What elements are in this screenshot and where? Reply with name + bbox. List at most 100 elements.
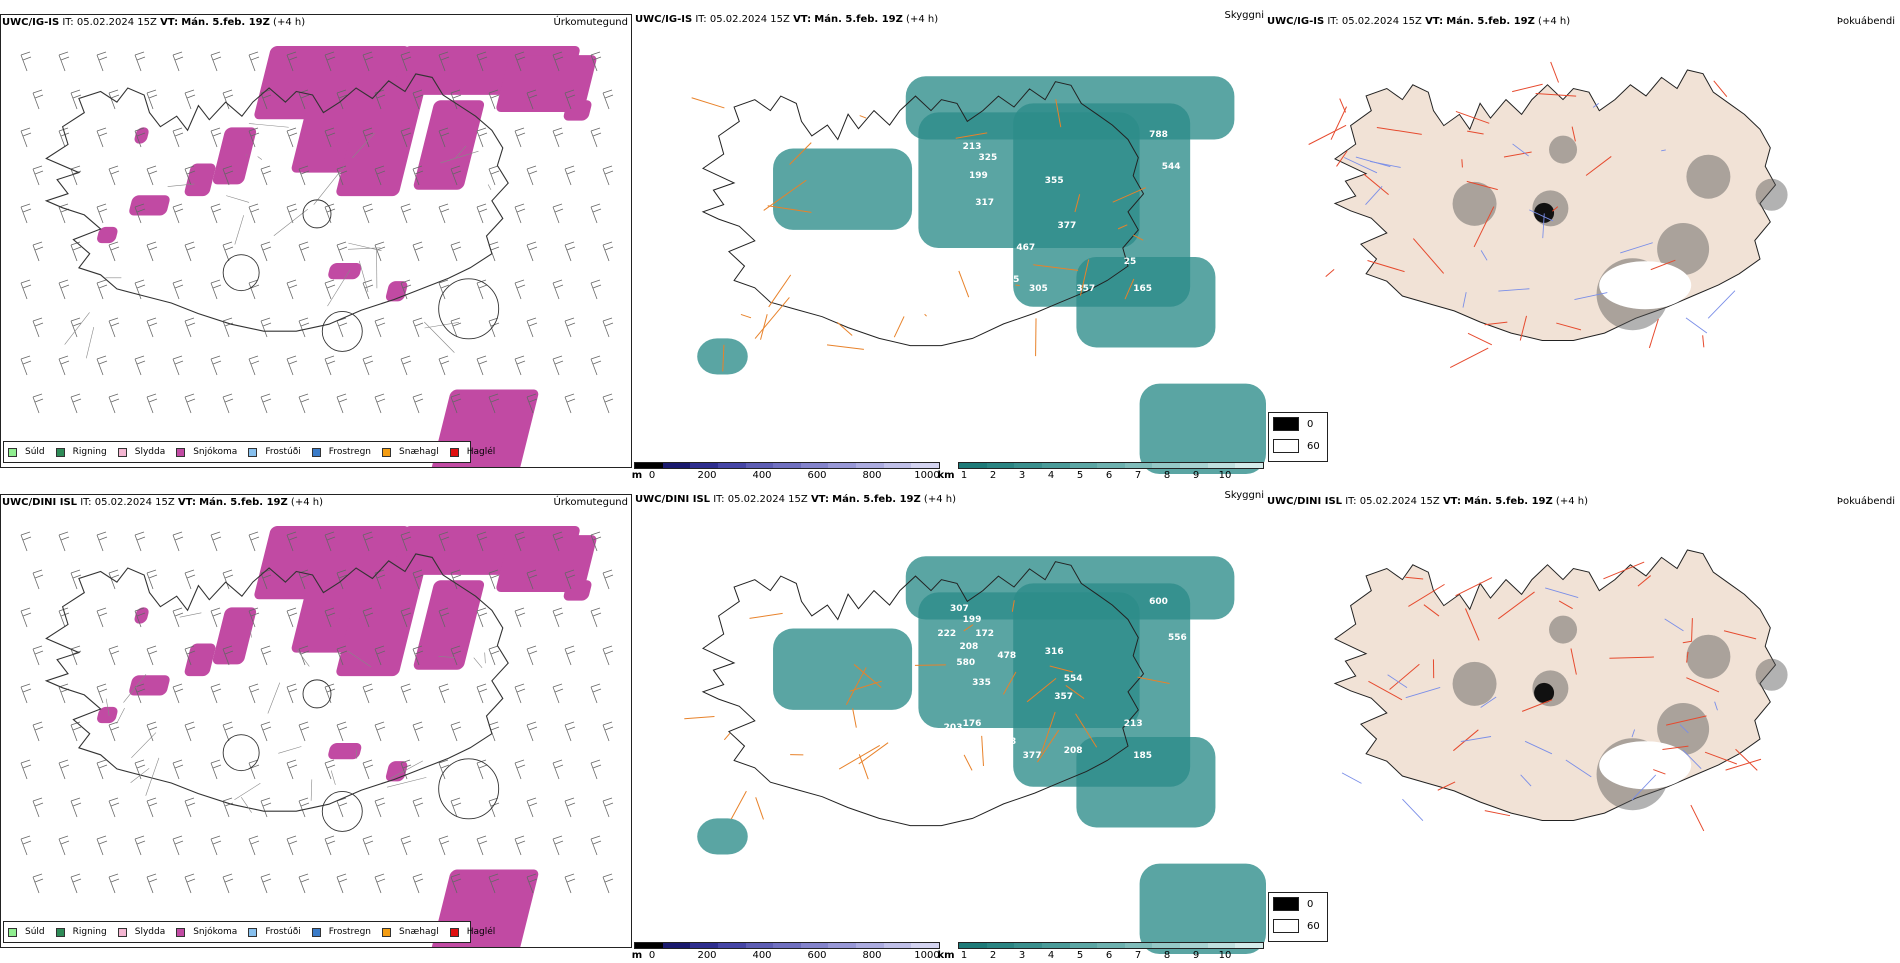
- scale-tick-label: 5: [1077, 950, 1083, 961]
- scale-swatch: [884, 943, 912, 948]
- wind-barb: [287, 280, 297, 299]
- road-line: [131, 733, 156, 758]
- wind-barb: [211, 760, 221, 779]
- visibility-value: 208: [959, 642, 978, 652]
- wind-barb: [591, 608, 601, 627]
- legend-label: Snæhagl: [399, 447, 439, 457]
- fog-legend-label: 60: [1307, 441, 1320, 452]
- legend-label: Súld: [25, 927, 45, 937]
- road-line: [235, 215, 244, 244]
- wind-barb: [97, 204, 107, 223]
- wind-barb: [211, 52, 221, 71]
- vt-label: VT:: [160, 17, 178, 28]
- fog-area: [1076, 257, 1215, 347]
- wind-barb: [97, 532, 107, 551]
- wind-barb: [173, 356, 183, 375]
- river-line: [1708, 291, 1735, 319]
- wind-barb: [451, 242, 461, 261]
- fog-shade: [1549, 616, 1577, 644]
- fog-map: [1266, 14, 1898, 466]
- wind-barb: [33, 318, 43, 337]
- scale-tick-label: 10: [1219, 950, 1232, 961]
- road-line: [964, 755, 972, 770]
- panel-header: UWC/DINI ISL IT: 05.02.2024 15Z VT: Mán.…: [1267, 496, 1588, 507]
- wind-barb: [337, 394, 347, 413]
- it-value: 05.02.2024 15Z: [95, 497, 175, 508]
- wind-barb: [147, 722, 157, 741]
- road-line: [425, 322, 459, 328]
- wind-barb: [71, 874, 81, 893]
- wind-barb: [147, 90, 157, 109]
- wind-barb: [603, 874, 613, 893]
- visibility-value: 176: [963, 719, 982, 729]
- scale-swatch: [884, 463, 912, 468]
- legend-label: Haglél: [467, 447, 496, 457]
- wind-barb: [439, 836, 449, 855]
- wind-barb: [413, 394, 423, 413]
- scale-swatch: [690, 943, 718, 948]
- legend-swatch: [118, 448, 127, 457]
- wind-barb: [553, 608, 563, 627]
- wind-barb: [375, 874, 385, 893]
- wind-barb: [135, 52, 145, 71]
- wind-barb: [249, 52, 259, 71]
- scale-tick-label: 1000: [914, 470, 939, 481]
- scale-swatch: [1235, 463, 1263, 468]
- scale-swatch: [987, 463, 1015, 468]
- wind-barb: [223, 394, 233, 413]
- snow-area: [183, 644, 216, 677]
- wind-barb: [21, 280, 31, 299]
- legend-item: Snæhagl: [382, 447, 439, 457]
- height-scale-bar: [634, 942, 940, 949]
- road-line: [769, 275, 791, 307]
- road-line: [359, 261, 368, 292]
- fog-map: [1266, 494, 1898, 946]
- wind-barb: [515, 760, 525, 779]
- snow-area: [128, 195, 171, 215]
- wind-barb: [363, 684, 373, 703]
- wind-barb: [147, 242, 157, 261]
- wind-barb: [363, 204, 373, 223]
- fog-shade: [1453, 182, 1497, 226]
- wind-barb: [33, 394, 43, 413]
- wind-barb: [97, 608, 107, 627]
- wind-barb: [135, 532, 145, 551]
- panel-header: UWC/IG-IS IT: 05.02.2024 15Z VT: Mán. 5.…: [2, 17, 305, 28]
- legend-swatch: [176, 448, 185, 457]
- legend-item: Slydda: [118, 927, 165, 937]
- scale-swatch: [911, 943, 939, 948]
- scale-swatch: [1070, 943, 1098, 948]
- wind-barb: [33, 722, 43, 741]
- wind-barb: [109, 570, 119, 589]
- it-value: 05.02.2024 15Z: [1342, 16, 1422, 27]
- scale-swatch: [1014, 943, 1042, 948]
- scale-tick-label: 3: [1019, 470, 1025, 481]
- wind-barb: [603, 394, 613, 413]
- wind-barb: [33, 646, 43, 665]
- road-line: [894, 316, 904, 337]
- model-name: UWC/DINI ISL: [1267, 496, 1342, 507]
- legend-label: Snæhagl: [399, 927, 439, 937]
- scale-tick-label: 6: [1106, 470, 1112, 481]
- wind-barb: [211, 608, 221, 627]
- scale-swatch: [856, 463, 884, 468]
- scale-swatch: [959, 943, 987, 948]
- wind-barb: [59, 356, 69, 375]
- wind-barb: [173, 836, 183, 855]
- road-line: [837, 322, 852, 335]
- wind-barb: [223, 722, 233, 741]
- wind-barb: [337, 242, 347, 261]
- visibility-value: 317: [975, 198, 994, 208]
- legend-item: Rigning: [56, 447, 107, 457]
- wind-barb: [477, 760, 487, 779]
- vt-value: Mán. 5.feb. 19Z: [181, 17, 270, 28]
- scale-tick-label: 1: [961, 950, 967, 961]
- wind-barb: [223, 570, 233, 589]
- visibility-scale-bar: [958, 942, 1264, 949]
- wind-barb: [287, 608, 297, 627]
- fog-indicator-panel: UWC/IG-IS IT: 05.02.2024 15Z VT: Mán. 5.…: [1266, 14, 1898, 468]
- wind-barb: [565, 166, 575, 185]
